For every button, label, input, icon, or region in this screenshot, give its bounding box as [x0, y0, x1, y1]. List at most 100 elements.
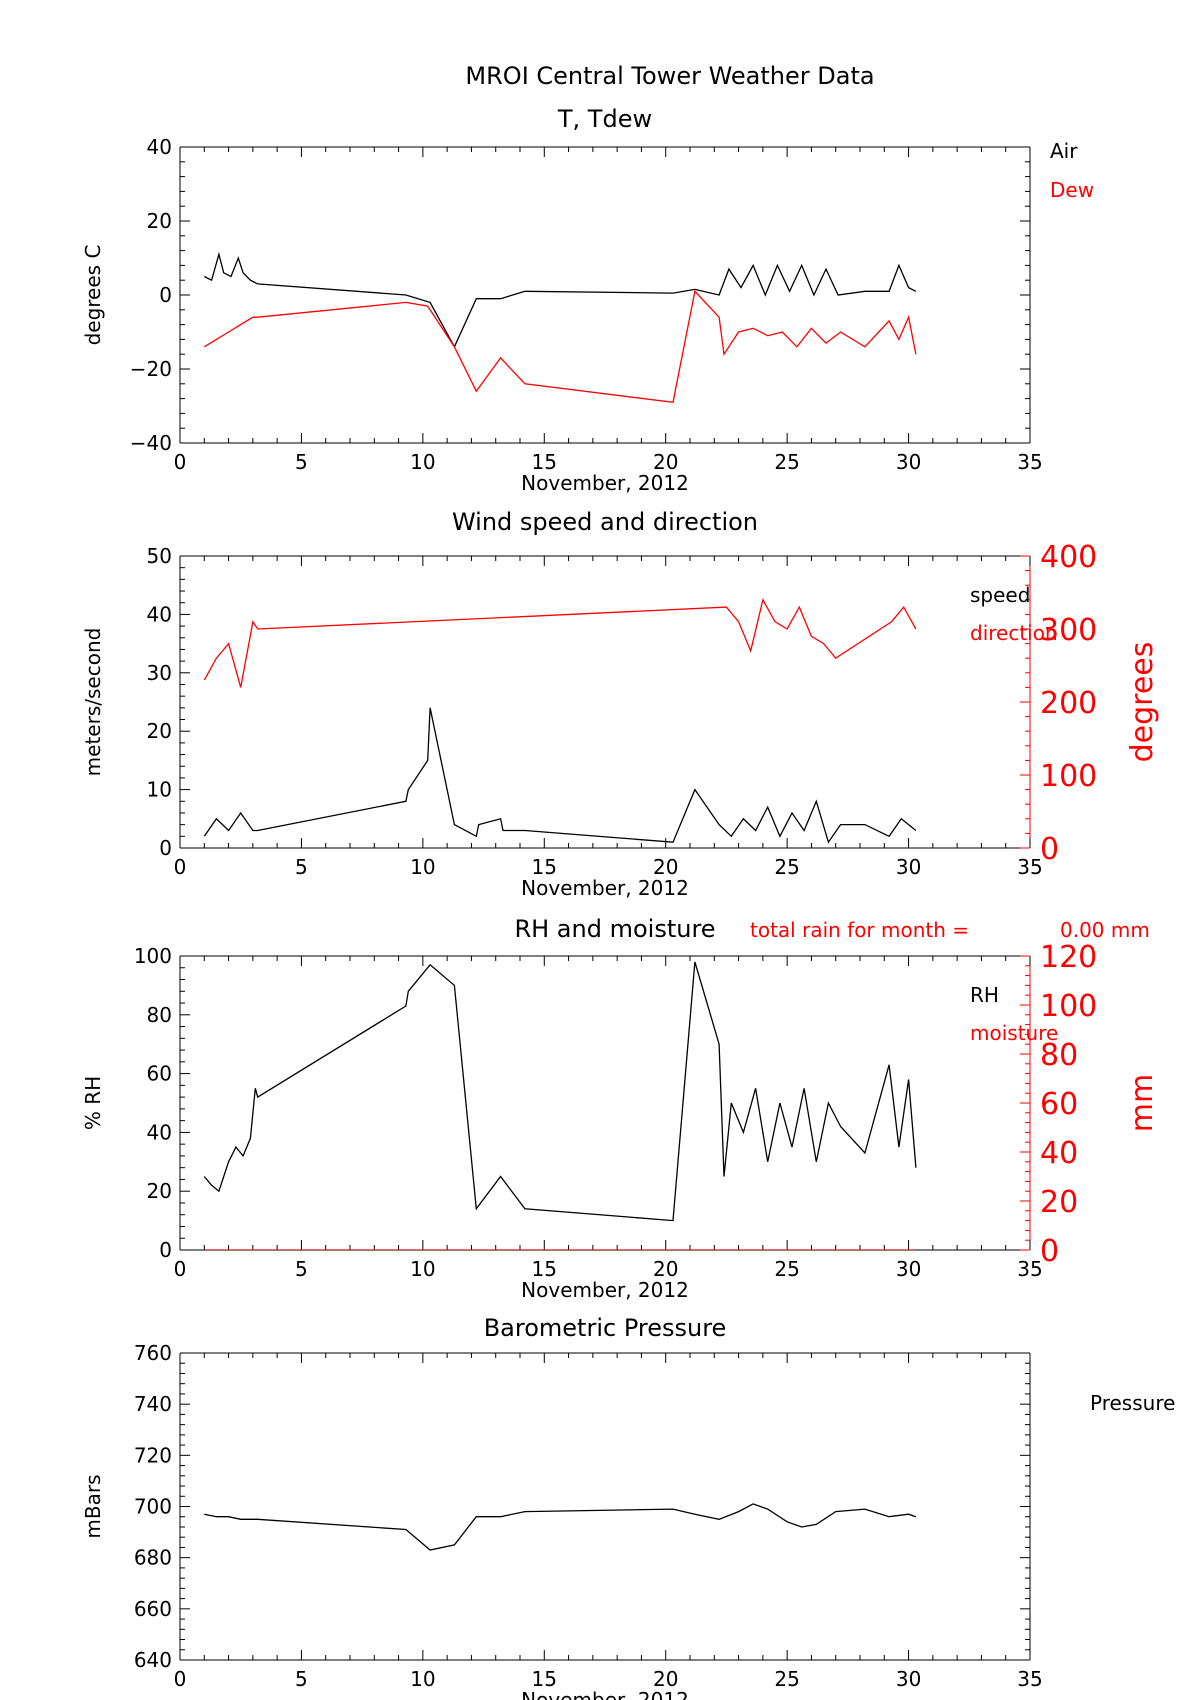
- pressure-ytick-label: 660: [134, 1597, 172, 1621]
- pressure-xlabel: November, 2012: [521, 1688, 689, 1700]
- rh-ytick-right-label: 20: [1040, 1185, 1078, 1220]
- rh-legend-rh: RH: [970, 983, 999, 1007]
- temp-xtick-label: 35: [1017, 450, 1042, 474]
- temp-xlabel: November, 2012: [521, 471, 689, 495]
- temp-ytick-label: 20: [147, 209, 172, 233]
- rh-ylabel: % RH: [81, 1076, 105, 1130]
- wind-ytick-label: 50: [147, 544, 172, 568]
- pressure-legend-pressure: Pressure: [1090, 1391, 1175, 1415]
- wind-ytick-label: 10: [147, 778, 172, 802]
- temp-ytick-label: −40: [130, 431, 172, 455]
- rh-annotation-label: total rain for month =: [750, 918, 969, 942]
- wind-series-direction: [203, 598, 917, 688]
- wind-legend-speed: speed: [970, 583, 1030, 607]
- wind-ytick-label: 40: [147, 602, 172, 626]
- temp-series-dew: [203, 289, 917, 404]
- pressure-ytick-label: 760: [134, 1341, 172, 1365]
- temp-panel: T, Tdew 0 5 10 15 20 25 30 35 November, 2012 −40 −2…: [81, 105, 1094, 495]
- wind-xtick-label: 15: [532, 855, 557, 879]
- wind-panel: Wind speed and direction 0 5 10 15 20 25 30 35 No…: [81, 508, 1160, 900]
- pressure-ytick-label: 700: [134, 1495, 172, 1519]
- rh-series-rh: [203, 961, 917, 1222]
- pressure-xtick-label: 30: [896, 1667, 921, 1691]
- rh-xtick-label: 30: [896, 1257, 921, 1281]
- rh-title: RH and moisture: [514, 915, 715, 943]
- temp-ytick-label: 40: [147, 135, 172, 159]
- wind-xtick-label: 0: [174, 855, 187, 879]
- rh-ytick-right-label: 120: [1040, 940, 1097, 975]
- temp-series-air: [204, 251, 917, 349]
- pressure-panel: Barometric Pressure 0 5 10 15 20 25 30 35 Novembe…: [81, 1314, 1175, 1700]
- temp-title: T, Tdew: [557, 105, 652, 133]
- temp-legend-dew: Dew: [1050, 178, 1094, 202]
- rh-ytick-right-label: 40: [1040, 1136, 1078, 1171]
- rh-xtick-label: 25: [774, 1257, 799, 1281]
- wind-ytick-right-label: 400: [1040, 540, 1097, 575]
- wind-xtick-label: 30: [896, 855, 921, 879]
- temp-xtick-label: 0: [174, 450, 187, 474]
- temp-legend-air: Air: [1050, 139, 1078, 163]
- temp-xtick-label: 25: [774, 450, 799, 474]
- wind-series-speed: [203, 707, 917, 844]
- wind-ytick-label: 30: [147, 661, 172, 685]
- figure-title: MROI Central Tower Weather Data: [465, 62, 874, 90]
- rh-ylabel-right: mm: [1125, 1074, 1160, 1132]
- rh-ytick-label: 100: [134, 944, 172, 968]
- rh-annotation-value: 0.00 mm: [1060, 918, 1150, 942]
- wind-title: Wind speed and direction: [452, 508, 758, 536]
- rh-ytick-label: 60: [147, 1062, 172, 1086]
- rh-xtick-label: 0: [174, 1257, 187, 1281]
- temp-xtick-label: 10: [410, 450, 435, 474]
- pressure-ytick-label: 720: [134, 1443, 172, 1467]
- wind-xtick-label: 35: [1017, 855, 1042, 879]
- rh-ytick-label: 40: [147, 1120, 172, 1144]
- pressure-xtick-label: 10: [410, 1667, 435, 1691]
- wind-ytick-label: 20: [147, 719, 172, 743]
- wind-ytick-right-label: 200: [1040, 686, 1097, 721]
- temp-xtick-label: 20: [653, 450, 678, 474]
- pressure-ytick-label: 680: [134, 1546, 172, 1570]
- rh-xlabel: November, 2012: [521, 1278, 689, 1302]
- rh-ytick-right-label: 60: [1040, 1087, 1078, 1122]
- rh-xtick-label: 20: [653, 1257, 678, 1281]
- wind-ylabel: meters/second: [81, 628, 105, 777]
- rh-ytick-label: 0: [159, 1238, 172, 1262]
- rh-ytick-right-label: 80: [1040, 1038, 1078, 1073]
- rh-ytick-right-label: 100: [1040, 989, 1097, 1024]
- pressure-ytick-label: 740: [134, 1392, 172, 1416]
- rh-ytick-label: 20: [147, 1179, 172, 1203]
- pressure-ytick-label: 640: [134, 1648, 172, 1672]
- pressure-xtick-label: 20: [653, 1667, 678, 1691]
- pressure-xtick-label: 5: [295, 1667, 308, 1691]
- wind-xtick-label: 10: [410, 855, 435, 879]
- wind-xtick-label: 20: [653, 855, 678, 879]
- pressure-series-pressure: [204, 1503, 917, 1551]
- rh-xtick-label: 10: [410, 1257, 435, 1281]
- temp-ytick-label: 0: [159, 283, 172, 307]
- wind-xtick-label: 5: [295, 855, 308, 879]
- wind-ylabel-right: degrees: [1125, 642, 1160, 763]
- temp-ytick-label: −20: [130, 357, 172, 381]
- wind-legend-direction: direction: [970, 621, 1058, 645]
- wind-ytick-right-label: 100: [1040, 759, 1097, 794]
- wind-ytick-label: 0: [159, 836, 172, 860]
- rh-xtick-label: 15: [532, 1257, 557, 1281]
- wind-xlabel: November, 2012: [521, 876, 689, 900]
- pressure-xtick-label: 35: [1017, 1667, 1042, 1691]
- wind-xtick-label: 25: [774, 855, 799, 879]
- pressure-title: Barometric Pressure: [484, 1314, 727, 1342]
- rh-xtick-label: 5: [295, 1257, 308, 1281]
- wind-ytick-right-label: 300: [1040, 613, 1097, 648]
- pressure-xtick-label: 15: [532, 1667, 557, 1691]
- rh-xtick-label: 35: [1017, 1257, 1042, 1281]
- pressure-xtick-label: 0: [174, 1667, 187, 1691]
- rh-legend-moisture: moisture: [970, 1021, 1058, 1045]
- pressure-xtick-label: 25: [774, 1667, 799, 1691]
- wind-ytick-right-label: 0: [1040, 832, 1059, 867]
- temp-xtick-label: 15: [532, 450, 557, 474]
- rh-panel: RH and moisture total rain for month = 0.0…: [81, 915, 1160, 1302]
- pressure-ylabel: mBars: [81, 1474, 105, 1538]
- temp-xtick-label: 30: [896, 450, 921, 474]
- temp-ylabel: degrees C: [81, 245, 105, 346]
